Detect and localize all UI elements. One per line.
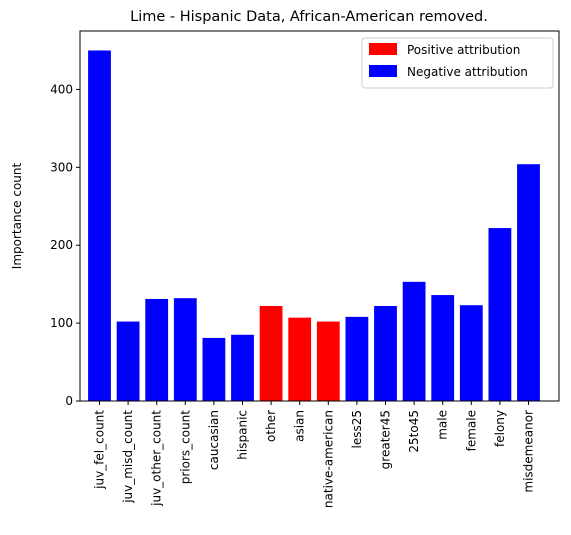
y-tick-label: 0 [65,394,73,408]
y-tick-label: 200 [50,238,73,252]
x-tick-label: juv_other_count [150,410,164,507]
bar-juv_fel_count [88,50,111,401]
legend-box [361,37,554,89]
bar-greater45 [374,305,397,401]
x-tick-label: male [436,410,450,440]
x-tick-label: hispanic [236,410,250,460]
x-axis: juv_fel_count juv_misd_count juv_other_cou… [93,401,536,508]
bar-caucasian [202,337,226,401]
bars-group [88,50,540,401]
legend-swatch-positive [369,43,397,55]
bar-felony [488,228,512,401]
bar-less25 [345,316,369,401]
bar-female [459,305,483,401]
x-tick-label: misdemeanor [522,410,536,493]
plot-frame [79,30,560,402]
x-tick-label: less25 [350,410,364,449]
legend-label-positive: Positive attribution [407,43,520,57]
x-tick-label: juv_misd_count [121,410,135,504]
x-tick-label: 25to45 [407,410,421,453]
x-tick-label: other [264,410,278,442]
bar-hispanic [231,334,254,401]
x-tick-label: greater45 [379,410,393,469]
x-tick-label: female [464,410,478,451]
y-tick-label: 100 [50,316,73,330]
legend-swatch-negative [369,65,397,77]
x-tick-label: priors_count [178,410,192,485]
bar-misdemeanor [517,164,540,401]
legend: Positive attribution Negative attribution [361,37,554,89]
bar-other [259,305,283,401]
y-axis: 0 100 200 300 400 [50,82,80,408]
x-tick-label: juv_fel_count [93,410,107,490]
x-tick-label: felony [493,410,507,447]
bar-asian [288,317,312,401]
bar-juv_other_count [145,298,169,401]
x-tick-label: asian [293,410,307,442]
x-tick-label: caucasian [207,410,221,470]
bar-juv_misd_count [116,321,140,401]
bar-native-american [316,321,340,401]
chart-title: Lime - Hispanic Data, African-American r… [130,9,488,25]
bar-25to45 [402,281,426,401]
y-axis-label: Importance count [10,162,24,269]
bar-male [431,295,455,401]
y-tick-label: 300 [50,160,73,174]
bar-priors_count [173,298,197,401]
y-tick-label: 400 [50,82,73,96]
legend-label-negative: Negative attribution [407,65,528,79]
x-tick-label: native-american [321,410,335,508]
